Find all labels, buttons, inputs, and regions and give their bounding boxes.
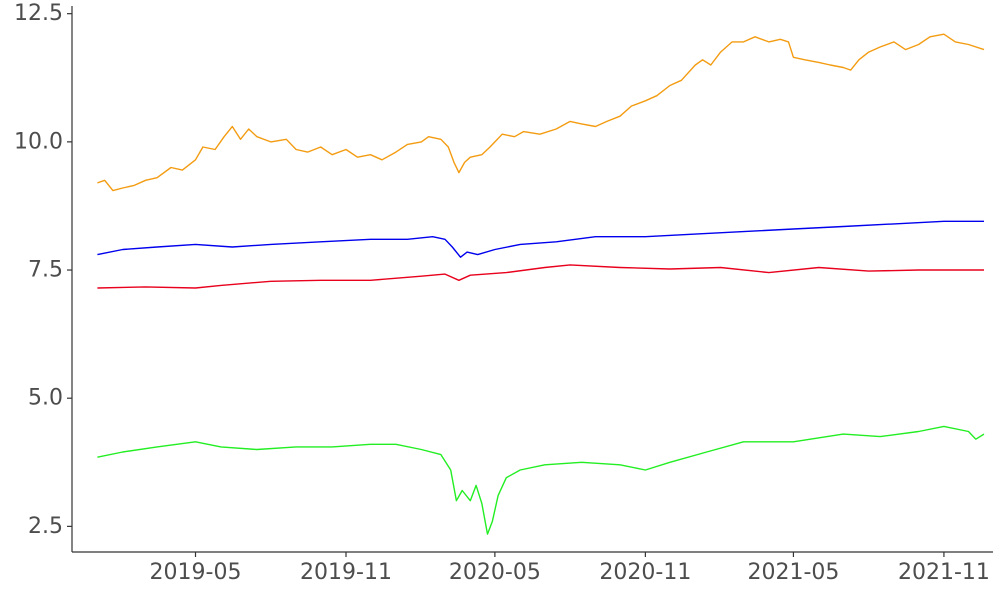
- y-tick-label: 7.5: [28, 258, 63, 283]
- series-line-2: [97, 220, 984, 258]
- series-line-3: [97, 264, 984, 289]
- y-tick-label: 2.5: [28, 514, 63, 539]
- series-layer: [97, 33, 985, 535]
- x-tick-label: 2019-05: [150, 560, 242, 585]
- y-tick-label: 12.5: [14, 1, 63, 26]
- series-line-4: [97, 425, 985, 535]
- x-axis-ticks: 2019-05 2019-11 2020-05 2020-11 2021-05 2021-…: [150, 552, 990, 585]
- series-line-1: [97, 33, 985, 192]
- x-tick-label: 2021-05: [747, 560, 839, 585]
- y-tick-label: 5.0: [28, 386, 63, 411]
- x-tick-label: 2019-11: [300, 560, 392, 585]
- x-tick-label: 2020-11: [599, 560, 691, 585]
- x-tick-label: 2021-11: [898, 560, 990, 585]
- y-tick-label: 10.0: [14, 129, 63, 154]
- y-axis-ticks: 2.5 5.0 7.5 10.0 12.5: [14, 1, 72, 539]
- x-tick-label: 2020-05: [449, 560, 541, 585]
